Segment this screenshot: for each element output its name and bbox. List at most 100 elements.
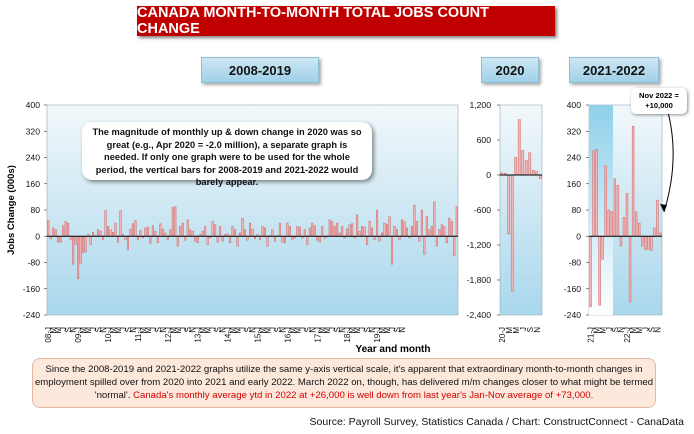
bar xyxy=(72,236,75,265)
bar xyxy=(644,236,647,250)
x-tick-label: M xyxy=(54,327,63,334)
bar xyxy=(428,229,431,237)
bar xyxy=(524,160,528,176)
bar xyxy=(455,206,458,237)
x-tick-label: N xyxy=(69,327,78,333)
bar xyxy=(383,222,386,237)
x-tick-label: N xyxy=(398,327,407,333)
x-tick-label: 22-J xyxy=(623,327,632,343)
y-tick-label: 1,200 xyxy=(469,100,491,110)
bar xyxy=(111,232,115,237)
x-tick-label: M xyxy=(629,327,638,334)
bar xyxy=(211,221,214,237)
bar xyxy=(288,226,291,237)
bar xyxy=(321,226,324,237)
x-tick-label: S xyxy=(393,327,402,332)
x-tick-label: S xyxy=(64,327,73,332)
bar xyxy=(261,226,264,237)
y-tick-label: 0 xyxy=(576,231,581,241)
bar xyxy=(82,236,85,253)
bar xyxy=(641,236,644,247)
y-axis-title: Jobs Change (000s) xyxy=(6,165,17,255)
bar xyxy=(176,236,179,247)
bar xyxy=(371,227,374,237)
y-tick-label: 0 xyxy=(486,170,491,180)
summary-note: Since the 2008-2019 and 2021-2022 graphs… xyxy=(32,358,656,408)
x-tick-label: N xyxy=(278,327,287,333)
bar xyxy=(236,236,239,247)
bar xyxy=(348,224,351,237)
bar xyxy=(595,149,598,237)
bar xyxy=(119,210,122,237)
bar xyxy=(196,236,199,244)
y-tick-label: -1,200 xyxy=(467,240,492,250)
bar xyxy=(278,222,281,237)
bar xyxy=(107,226,110,237)
x-tick-label: S xyxy=(647,327,656,332)
bar xyxy=(430,226,433,237)
bar xyxy=(653,227,656,237)
bar xyxy=(99,231,102,237)
x-tick-label: N xyxy=(129,327,138,333)
x-tick-label: 11-J xyxy=(134,327,143,342)
bar xyxy=(104,210,107,237)
summary-highlight: Canada's monthly average ytd in 2022 at … xyxy=(133,390,594,401)
bar xyxy=(67,222,70,237)
bar xyxy=(453,236,456,257)
bar xyxy=(634,211,638,237)
y-tick-label: 400 xyxy=(567,100,582,110)
bar xyxy=(79,236,82,264)
bar xyxy=(246,236,249,241)
bar xyxy=(241,217,244,237)
x-axis-title: Year and month xyxy=(355,344,430,355)
bar xyxy=(266,236,269,247)
bar xyxy=(450,221,453,237)
bar xyxy=(601,236,604,260)
x-tick-label: M xyxy=(512,327,521,334)
bar xyxy=(410,226,413,237)
x-tick-label: N xyxy=(617,327,626,333)
x-tick-label: M xyxy=(288,327,297,334)
bar xyxy=(283,236,286,244)
x-tick-label: S xyxy=(303,327,312,332)
bar xyxy=(151,225,154,237)
x-tick-label: J xyxy=(89,327,98,331)
x-tick-label: J xyxy=(605,327,614,331)
x-tick-label: M xyxy=(79,327,88,334)
x-tick-label: M xyxy=(109,327,118,334)
y-tick-label: 240 xyxy=(26,153,41,163)
bar xyxy=(656,199,659,237)
bar xyxy=(59,236,62,243)
bar xyxy=(161,228,164,237)
bar xyxy=(131,223,134,237)
bar xyxy=(443,226,446,237)
bar xyxy=(425,216,428,237)
bar xyxy=(333,226,336,237)
bar xyxy=(438,229,441,237)
bar xyxy=(517,119,521,176)
bar xyxy=(420,209,423,237)
bar xyxy=(385,224,389,237)
x-tick-label: M xyxy=(323,327,332,334)
x-tick-label: J xyxy=(149,327,158,331)
x-tick-label: 15-J xyxy=(253,327,262,343)
x-tick-label: M xyxy=(593,327,602,334)
x-tick-label: N xyxy=(308,327,317,333)
x-tick-label: M xyxy=(234,327,243,334)
bar xyxy=(607,209,610,237)
x-tick-label: M xyxy=(599,327,608,334)
x-tick-label: J xyxy=(209,327,218,331)
bar xyxy=(393,226,396,237)
bar xyxy=(186,219,189,237)
x-tick-label: M xyxy=(114,327,123,334)
nov-2022-callout: Nov 2022 = +10,000 xyxy=(631,88,687,114)
x-tick-label: M xyxy=(204,327,213,334)
bar xyxy=(296,226,299,237)
bar xyxy=(74,236,77,245)
period-label-2020: 2020 xyxy=(481,57,539,83)
bar xyxy=(336,222,339,237)
bar xyxy=(221,236,224,242)
y-tick-label: 320 xyxy=(567,126,582,136)
nov-callout-line2: +10,000 xyxy=(645,101,673,110)
x-tick-label: N xyxy=(249,327,258,333)
